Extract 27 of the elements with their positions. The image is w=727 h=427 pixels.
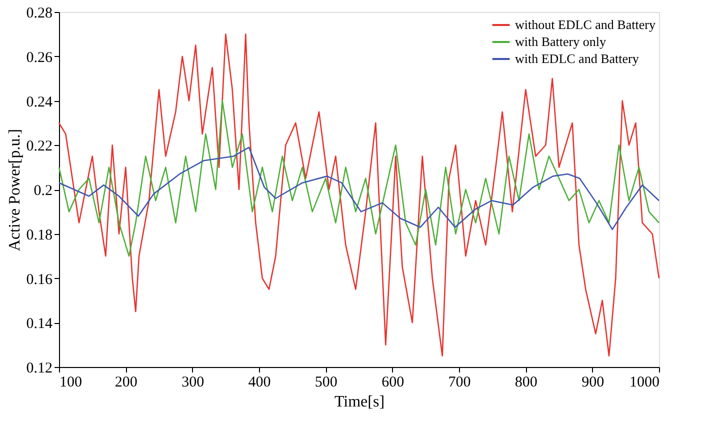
y-tick-label: 0.14 xyxy=(26,316,53,332)
legend-label: without EDLC and Battery xyxy=(515,17,656,32)
y-tick-label: 0.16 xyxy=(26,272,53,288)
x-tick-label: 1000 xyxy=(630,374,660,390)
x-tick-label: 100 xyxy=(60,374,82,390)
x-tick-label: 400 xyxy=(248,374,271,390)
y-tick-label: 0.2 xyxy=(34,183,52,199)
y-tick-label: 0.26 xyxy=(26,50,53,66)
x-tick-label: 900 xyxy=(582,374,604,390)
x-tick-label: 500 xyxy=(314,374,338,390)
y-tick-label: 0.24 xyxy=(26,94,53,110)
legend-label: with Battery only xyxy=(515,34,606,49)
x-tick-label: 800 xyxy=(514,374,538,390)
y-tick-label: 0.18 xyxy=(26,227,52,244)
legend-label: with EDLC and Battery xyxy=(515,51,640,66)
x-tick-label: 200 xyxy=(114,374,138,390)
x-tick-label: 700 xyxy=(448,374,471,390)
y-tick-label: 0.12 xyxy=(26,360,52,376)
y-tick-label: 0.22 xyxy=(26,138,52,155)
x-tick-label: 600 xyxy=(382,374,404,390)
y-tick-label: 0.28 xyxy=(26,6,52,22)
line-series xyxy=(58,34,660,357)
x-axis-title: Time[s] xyxy=(334,394,385,410)
line-series xyxy=(58,146,660,230)
x-tick-label: 300 xyxy=(182,374,204,390)
y-axis-title: Active Power[p.u.] xyxy=(6,128,24,252)
line-series xyxy=(58,100,660,257)
